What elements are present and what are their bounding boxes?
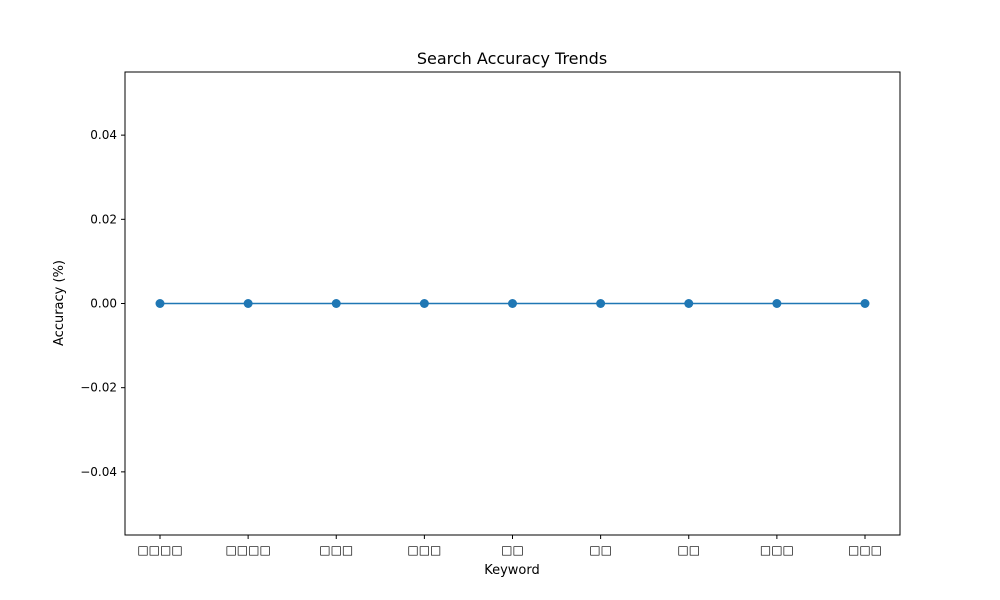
chart-title: Search Accuracy Trends: [417, 49, 607, 68]
x-tick-label: □□□: [760, 543, 794, 557]
y-tick-label: 0.02: [90, 212, 117, 226]
x-tick-label: □□□□: [137, 543, 182, 557]
data-point: [772, 299, 782, 308]
x-tick-label: □□: [589, 543, 612, 557]
data-point: [596, 299, 606, 308]
x-tick-label: □□□: [407, 543, 441, 557]
data-point: [155, 299, 165, 308]
data-point: [243, 299, 253, 308]
x-tick-label: □□: [677, 543, 700, 557]
x-axis-label: Keyword: [484, 563, 540, 578]
y-tick-label: −0.02: [80, 381, 117, 395]
y-tick-label: −0.04: [80, 465, 117, 479]
y-tick-label: 0.00: [90, 297, 117, 311]
data-point: [684, 299, 694, 308]
x-tick-label: □□: [501, 543, 524, 557]
plot-area: −0.04−0.020.000.020.04□□□□ □□□□ □□□ □□□ □□ □□…: [80, 71, 901, 557]
data-point: [331, 299, 341, 308]
data-point: [419, 299, 429, 308]
x-tick-label: □□□□: [225, 543, 270, 557]
data-point: [508, 299, 517, 308]
data-point: [860, 299, 870, 308]
x-tick-label: □□□: [848, 543, 882, 557]
y-axis-label: Accuracy (%): [52, 260, 67, 346]
y-tick-label: 0.04: [90, 128, 117, 142]
x-tick-label: □□□: [319, 543, 353, 557]
